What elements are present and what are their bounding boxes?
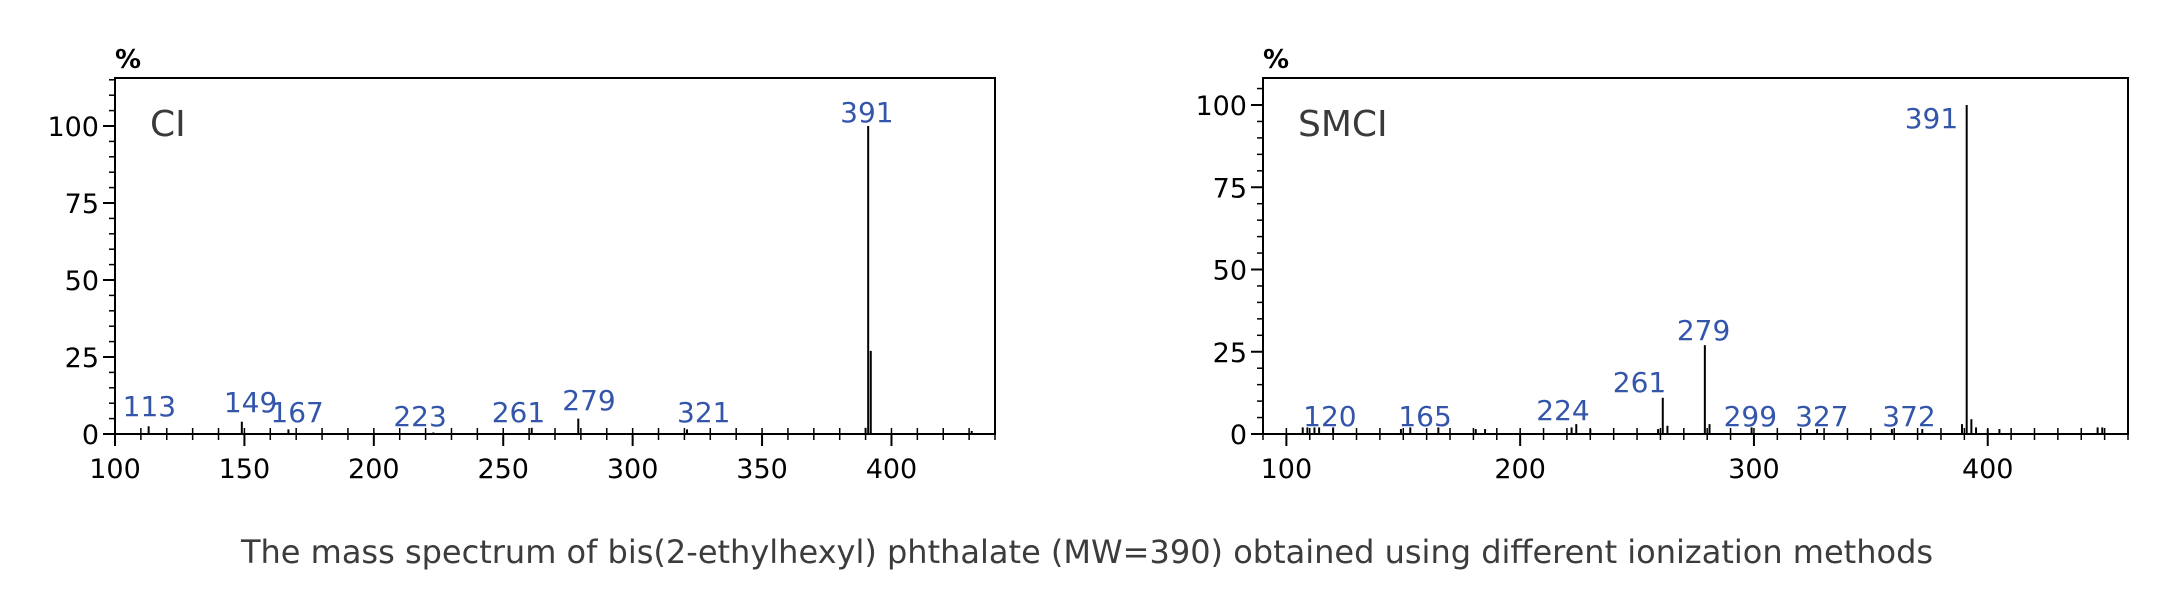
peak-label: 149 [224,386,277,419]
x-tick-label: 100 [1261,454,1313,485]
x-tick-label: 300 [607,454,659,485]
peak-label: 167 [270,396,323,429]
peak-label: 391 [1905,102,1958,135]
x-tick-label: 300 [1728,454,1780,485]
y-tick-label: 50 [1213,256,1247,287]
x-tick-label: 250 [477,454,529,485]
peak-label: 279 [562,384,615,417]
peak-label: 224 [1536,394,1589,427]
y-tick-label: 25 [65,343,99,374]
y-unit-label: % [115,45,141,75]
panel-label: SMCI [1298,104,1388,145]
peak-label: 391 [840,96,893,129]
chart-panel-2: 0 25 50 75 100% 100 200 300 400 SMCI 120 165 224 261 2… [1195,45,2129,485]
plot-frame [114,77,996,435]
y-tick-label: 75 [1213,173,1247,204]
y-tick-label: 100 [47,112,99,143]
x-tick-label: 200 [1494,454,1546,485]
peak-label: 321 [677,396,730,429]
y-tick-label: 0 [82,420,99,451]
plot-frame [1262,77,2129,435]
x-tick-label: 200 [348,454,400,485]
peak-label: 372 [1882,400,1935,433]
peak-label: 113 [123,390,176,423]
y-tick-label: 25 [1213,338,1247,369]
peak-label: 261 [1613,366,1666,399]
chart-panel-1: 0 25 50 75 100% 100 150 200 250 300 350 400 CI 113 149… [47,45,996,485]
panel-label: CI [150,104,186,145]
peak-label: 299 [1724,400,1777,433]
figure-caption: The mass spectrum of bis(2-ethylhexyl) p… [240,533,1934,571]
y-unit-label: % [1263,45,1289,75]
peak-label: 165 [1398,400,1451,433]
y-tick-label: 100 [1195,91,1247,122]
peak-label: 223 [393,400,446,433]
peak-label: 327 [1795,400,1848,433]
y-tick-label: 0 [1230,420,1247,451]
x-tick-label: 100 [89,454,141,485]
y-tick-label: 75 [65,189,99,220]
x-tick-label: 400 [1962,454,2014,485]
peak-label: 120 [1303,400,1356,433]
x-tick-label: 150 [219,454,271,485]
x-tick-label: 350 [736,454,788,485]
y-tick-label: 50 [65,266,99,297]
peak-label: 279 [1677,314,1730,347]
x-tick-label: 400 [866,454,918,485]
peak-label: 261 [492,396,545,429]
